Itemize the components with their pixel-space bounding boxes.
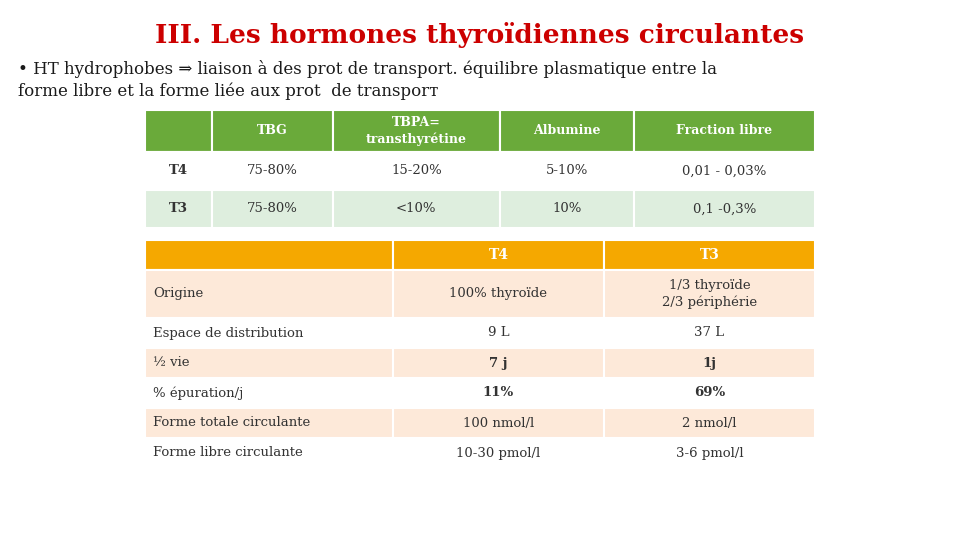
Text: 1/3 thyroïde
2/3 périphérie: 1/3 thyroïde 2/3 périphérie xyxy=(661,279,757,309)
Bar xyxy=(145,152,212,190)
Text: 9 L: 9 L xyxy=(488,327,509,340)
Bar xyxy=(500,110,635,152)
Text: 11%: 11% xyxy=(483,387,514,400)
Text: Origine: Origine xyxy=(153,287,204,300)
Bar xyxy=(212,110,332,152)
Text: • HT hydrophobes ⇒ liaison à des prot de transport. équilibre plasmatique entre : • HT hydrophobes ⇒ liaison à des prot de… xyxy=(18,60,717,78)
Text: 10-30 pmol/l: 10-30 pmol/l xyxy=(456,447,540,460)
Bar xyxy=(332,190,500,228)
Text: Forme totale circulante: Forme totale circulante xyxy=(153,416,310,429)
Bar xyxy=(635,110,815,152)
Bar xyxy=(500,190,635,228)
Text: 3-6 pmol/l: 3-6 pmol/l xyxy=(676,447,743,460)
Text: T4: T4 xyxy=(489,248,509,262)
Bar xyxy=(604,348,815,378)
Bar xyxy=(635,190,815,228)
Text: 0,1 -0,3%: 0,1 -0,3% xyxy=(693,202,756,215)
Bar xyxy=(145,270,393,318)
Bar xyxy=(145,190,212,228)
Bar xyxy=(145,348,393,378)
Text: ½ vie: ½ vie xyxy=(153,356,189,369)
Bar xyxy=(604,408,815,438)
Bar xyxy=(212,152,332,190)
Text: 15-20%: 15-20% xyxy=(391,165,442,178)
Bar xyxy=(145,110,212,152)
Bar xyxy=(332,110,500,152)
Text: 69%: 69% xyxy=(694,387,725,400)
Bar xyxy=(393,408,604,438)
Text: 100 nmol/l: 100 nmol/l xyxy=(463,416,534,429)
Text: 75-80%: 75-80% xyxy=(247,202,298,215)
Text: 1j: 1j xyxy=(703,356,716,369)
Text: 2 nmol/l: 2 nmol/l xyxy=(683,416,736,429)
Text: TBG: TBG xyxy=(257,125,288,138)
Text: <10%: <10% xyxy=(396,202,437,215)
Text: TBPA=
transthyrétine: TBPA= transthyrétine xyxy=(366,116,467,146)
Bar xyxy=(393,240,604,270)
Text: 10%: 10% xyxy=(552,202,582,215)
Bar xyxy=(604,318,815,348)
Text: T3: T3 xyxy=(700,248,719,262)
Text: Albumine: Albumine xyxy=(534,125,601,138)
Bar xyxy=(145,438,393,468)
Text: 0,01 - 0,03%: 0,01 - 0,03% xyxy=(683,165,767,178)
Bar xyxy=(145,240,393,270)
Bar xyxy=(212,190,332,228)
Text: T3: T3 xyxy=(169,202,188,215)
Text: 100% thyroïde: 100% thyroïde xyxy=(449,287,547,300)
Bar xyxy=(145,408,393,438)
Bar xyxy=(635,152,815,190)
Bar xyxy=(604,270,815,318)
Bar xyxy=(604,378,815,408)
Bar xyxy=(393,378,604,408)
Text: 75-80%: 75-80% xyxy=(247,165,298,178)
Text: 37 L: 37 L xyxy=(694,327,725,340)
Bar xyxy=(393,270,604,318)
Text: III. Les hormones thyroïdiennes circulantes: III. Les hormones thyroïdiennes circulan… xyxy=(156,22,804,48)
Text: 7 j: 7 j xyxy=(490,356,508,369)
Bar xyxy=(145,378,393,408)
Text: % épuration/j: % épuration/j xyxy=(153,386,244,400)
Text: T4: T4 xyxy=(169,165,188,178)
Bar xyxy=(393,318,604,348)
Text: Forme libre circulante: Forme libre circulante xyxy=(153,447,302,460)
Bar xyxy=(393,438,604,468)
Text: Fraction libre: Fraction libre xyxy=(677,125,773,138)
Text: 5-10%: 5-10% xyxy=(546,165,588,178)
Text: Espace de distribution: Espace de distribution xyxy=(153,327,303,340)
Bar xyxy=(500,152,635,190)
Bar xyxy=(332,152,500,190)
Text: forme libre et la forme liée aux prot  de transporᴛ: forme libre et la forme liée aux prot de… xyxy=(18,83,439,100)
Bar xyxy=(604,240,815,270)
Bar xyxy=(604,438,815,468)
Bar xyxy=(145,318,393,348)
Bar xyxy=(393,348,604,378)
